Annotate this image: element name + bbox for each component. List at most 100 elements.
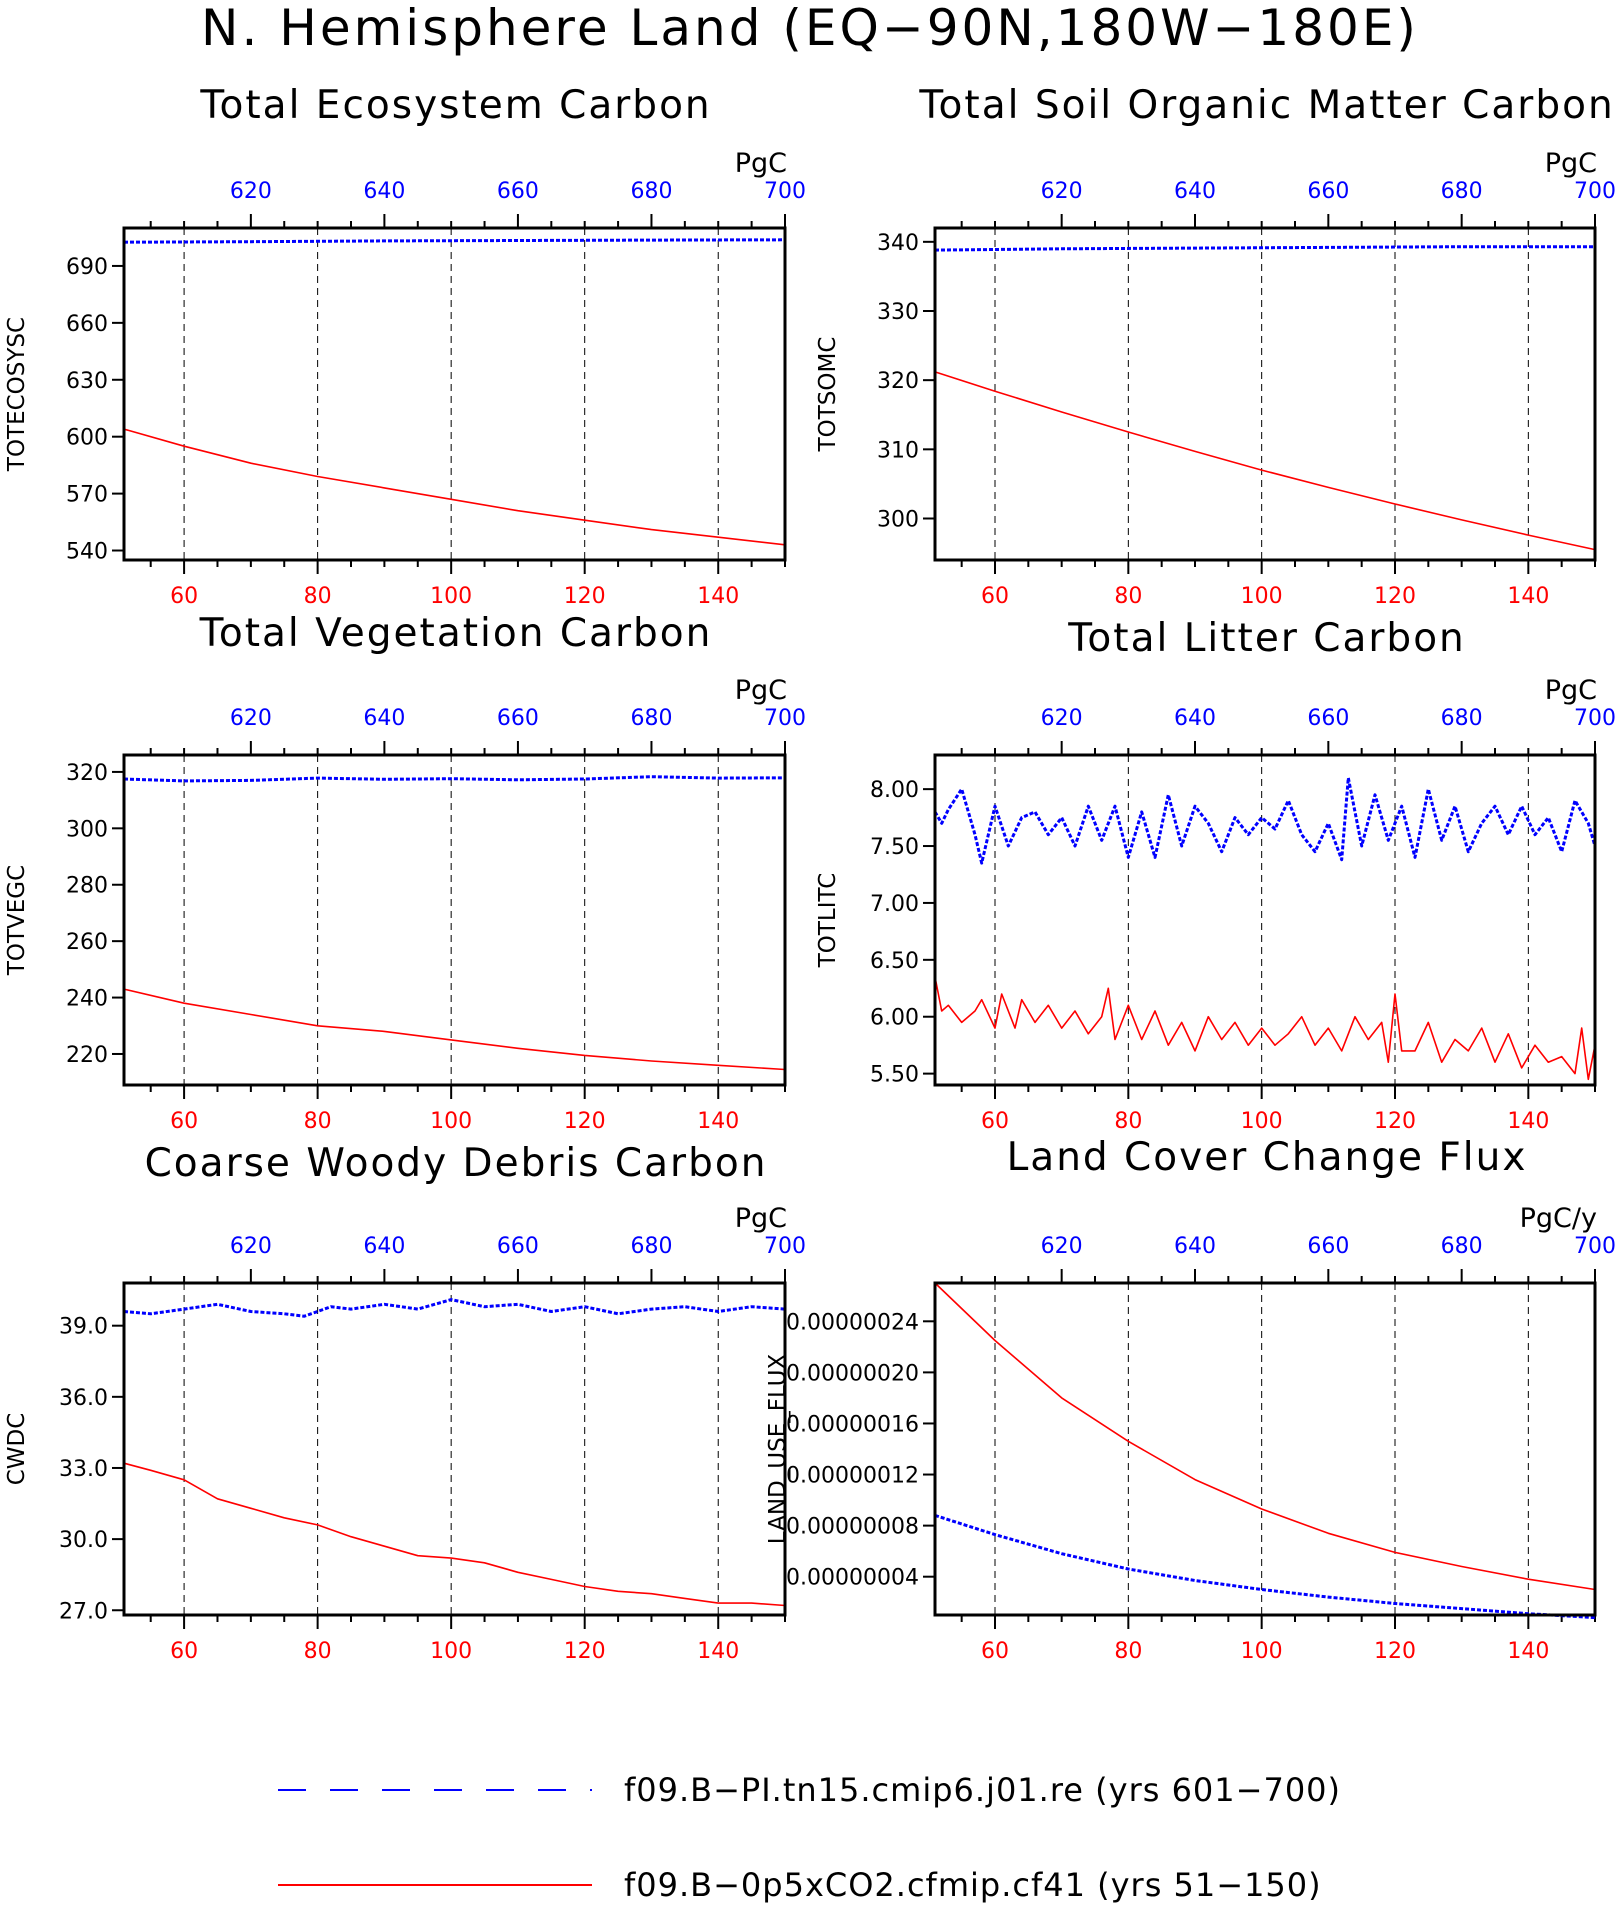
x-bottom-tick-label: 140 <box>1507 584 1549 609</box>
y-axis-label: LAND_USE_FLUX <box>765 1354 791 1545</box>
x-top-tick-label: 660 <box>1307 706 1349 731</box>
series-line-2 <box>934 1282 1596 1591</box>
units-label: PgC <box>1545 675 1597 706</box>
y-tick-label: 0.00000008 <box>786 1515 919 1540</box>
x-bottom-tick-label: 80 <box>304 584 332 609</box>
y-axis-label: TOTSOMC <box>815 337 841 453</box>
units-label: PgC/y <box>1520 1203 1597 1234</box>
y-tick-label: 0.00000012 <box>786 1464 919 1489</box>
y-tick-label: 8.00 <box>870 778 919 803</box>
chart-panel-1: Total Ecosystem Carbon PgC 60 80 100 120 140 62… <box>4 83 806 609</box>
x-bottom-tick-label: 100 <box>430 1639 472 1664</box>
x-top-tick-label: 640 <box>363 706 405 731</box>
y-tick-label: 36.0 <box>59 1386 108 1411</box>
x-top-tick-label: 700 <box>764 706 806 731</box>
x-bottom-tick-label: 60 <box>170 584 198 609</box>
legend-label-1: f09.B−PI.tn15.cmip6.j01.re (yrs 601−700) <box>624 1771 1341 1809</box>
y-tick-label: 7.50 <box>870 835 919 860</box>
x-top-tick-label: 640 <box>363 1234 405 1259</box>
y-tick-label: 0.00000020 <box>786 1361 919 1386</box>
y-tick-label: 0.00000016 <box>786 1412 919 1437</box>
y-tick-label: 300 <box>66 817 108 842</box>
panels-group: Total Ecosystem Carbon PgC 60 80 100 120 140 62… <box>4 83 1616 1664</box>
chart-title: Coarse Woody Debris Carbon <box>145 1141 768 1186</box>
plot-frame <box>933 753 1597 1087</box>
y-tick-label: 660 <box>66 312 108 337</box>
x-top-tick-label: 620 <box>230 179 272 204</box>
series-line-1 <box>123 1298 786 1318</box>
x-bottom-tick-label: 120 <box>1374 1109 1416 1134</box>
x-bottom-tick-label: 100 <box>1241 584 1283 609</box>
y-tick-label: 540 <box>66 540 108 565</box>
plot-frame <box>122 753 787 1087</box>
y-tick-label: 7.00 <box>870 892 919 917</box>
x-bottom-tick-label: 80 <box>304 1109 332 1134</box>
y-tick-label: 320 <box>877 369 919 394</box>
y-tick-label: 39.0 <box>59 1315 108 1340</box>
x-top-tick-label: 680 <box>1441 1234 1483 1259</box>
x-top-tick-label: 620 <box>230 1234 272 1259</box>
x-bottom-tick-label: 100 <box>430 1109 472 1134</box>
chart-title: Total Soil Organic Matter Carbon <box>918 83 1614 128</box>
x-bottom-tick-label: 120 <box>564 1109 606 1134</box>
units-label: PgC <box>735 1203 787 1234</box>
chart-panel-2: Total Soil Organic Matter Carbon PgC 60 80 1… <box>815 83 1616 609</box>
y-tick-label: 27.0 <box>59 1599 108 1624</box>
x-bottom-tick-label: 80 <box>304 1639 332 1664</box>
y-tick-label: 310 <box>877 438 919 463</box>
chart-title: Total Vegetation Carbon <box>199 611 713 656</box>
y-tick-label: 220 <box>66 1043 108 1068</box>
y-tick-label: 6.00 <box>870 1006 919 1031</box>
chart-panel-6: Land Cover Change Flux PgC/y 60 80 100 120 140… <box>765 1135 1616 1664</box>
chart-panel-5: Coarse Woody Debris Carbon PgC 60 80 100 120 1… <box>4 1141 806 1664</box>
y-tick-label: 340 <box>877 231 919 256</box>
x-top-tick-label: 620 <box>230 706 272 731</box>
y-axis-label: TOTLITC <box>815 873 841 969</box>
series-line-1 <box>934 245 1595 252</box>
y-tick-label: 690 <box>66 255 108 280</box>
x-top-tick-label: 680 <box>630 179 672 204</box>
units-label: PgC <box>735 675 787 706</box>
x-top-tick-label: 620 <box>1041 179 1083 204</box>
x-bottom-tick-label: 80 <box>1114 1639 1142 1664</box>
plot-frame <box>933 1281 1597 1617</box>
series-line-2 <box>934 976 1596 1081</box>
chart-title: Land Cover Change Flux <box>1007 1135 1528 1180</box>
y-axis-label: TOTVEGC <box>4 865 30 976</box>
x-bottom-tick-label: 60 <box>170 1109 198 1134</box>
x-top-tick-label: 680 <box>1441 179 1483 204</box>
x-top-tick-label: 680 <box>630 706 672 731</box>
x-bottom-tick-label: 100 <box>1241 1639 1283 1664</box>
y-tick-label: 570 <box>66 483 108 508</box>
x-top-tick-label: 700 <box>1574 706 1616 731</box>
x-bottom-tick-label: 140 <box>1507 1639 1549 1664</box>
x-bottom-tick-label: 60 <box>981 1639 1009 1664</box>
x-top-tick-label: 640 <box>1174 179 1216 204</box>
y-tick-label: 260 <box>66 930 108 955</box>
x-bottom-tick-label: 140 <box>1507 1109 1549 1134</box>
y-tick-label: 300 <box>877 508 919 533</box>
y-tick-label: 6.50 <box>870 949 919 974</box>
y-tick-label: 0.00000024 <box>786 1310 919 1335</box>
x-top-tick-label: 680 <box>1441 706 1483 731</box>
series-line-2 <box>123 988 786 1071</box>
legend-label-2: f09.B−0p5xCO2.cfmip.cf41 (yrs 51−150) <box>624 1866 1322 1904</box>
series-line-2 <box>123 428 786 546</box>
x-bottom-tick-label: 140 <box>697 584 739 609</box>
x-top-tick-label: 620 <box>1041 1234 1083 1259</box>
x-top-tick-label: 660 <box>497 706 539 731</box>
x-bottom-tick-label: 80 <box>1114 1109 1142 1134</box>
y-tick-label: 240 <box>66 987 108 1012</box>
y-axis-label: CWDC <box>4 1413 30 1486</box>
x-bottom-tick-label: 140 <box>697 1109 739 1134</box>
x-top-tick-label: 660 <box>1307 1234 1349 1259</box>
x-top-tick-label: 660 <box>1307 179 1349 204</box>
x-top-tick-label: 680 <box>630 1234 672 1259</box>
y-tick-label: 330 <box>877 300 919 325</box>
x-bottom-tick-label: 120 <box>564 584 606 609</box>
x-bottom-tick-label: 60 <box>170 1639 198 1664</box>
series-line-1 <box>934 1513 1596 1620</box>
x-top-tick-label: 660 <box>497 1234 539 1259</box>
y-axis-label: TOTECOSYSC <box>4 317 30 472</box>
x-top-tick-label: 700 <box>764 1234 806 1259</box>
